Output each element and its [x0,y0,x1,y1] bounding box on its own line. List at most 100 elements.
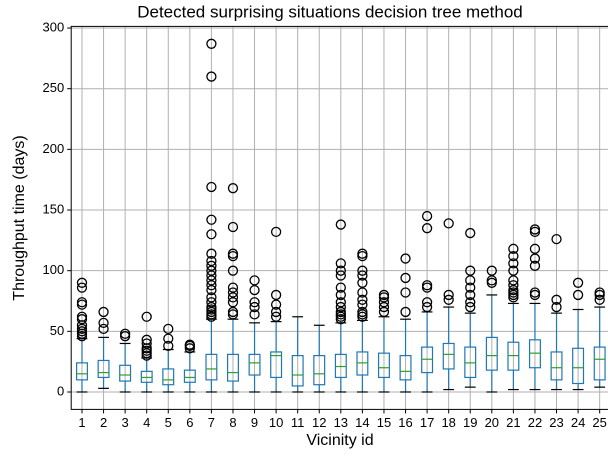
x-tick-label: 3 [122,415,129,430]
box [421,346,434,374]
flier [465,289,476,301]
flier [141,311,152,322]
flier [421,301,433,313]
flier [529,287,541,298]
x-tick-label: 11 [291,415,305,430]
y-tick-label: 0 [57,383,64,398]
flier [529,253,541,264]
y-tick-label: 100 [42,262,64,277]
flier [98,317,109,328]
flier [335,301,346,313]
flier [357,294,368,305]
flier [378,289,390,301]
box [183,369,196,383]
flier [378,306,390,318]
flier [508,265,519,276]
x-tick-label: 7 [208,415,215,430]
flier [249,301,260,313]
flier [206,275,217,286]
flier [357,277,368,288]
x-tick-label: 2 [100,415,107,430]
x-tick-label: 18 [441,415,455,430]
flier [335,258,346,269]
y-tick-label: 50 [50,323,64,338]
flier [594,294,605,305]
x-tick-label: 9 [251,415,258,430]
y-tick-label: 200 [42,141,64,156]
flier [141,338,152,349]
box [140,370,153,383]
flier [270,306,282,318]
box [464,346,477,379]
flier [400,287,411,298]
box [162,368,175,386]
flier [249,309,260,320]
flier [206,265,217,276]
box [334,353,347,379]
flier [76,277,88,288]
y-tick-label: 150 [42,201,64,216]
flier [508,250,519,262]
flier [76,297,88,308]
flier [163,323,174,335]
flier [98,323,109,335]
x-tick-label: 21 [506,415,520,430]
x-tick-label: 5 [165,415,172,430]
flier [227,248,239,259]
y-tick-label: 300 [42,19,64,34]
x-tick-label: 1 [78,415,85,430]
flier [335,282,346,293]
box [593,346,606,381]
flier [206,181,217,193]
x-tick-label: 6 [186,415,193,430]
box [205,353,218,381]
box [528,339,541,369]
box [442,342,455,370]
flier [400,253,411,264]
flier [529,243,541,254]
flier [357,265,368,276]
x-tick-label: 13 [334,415,348,430]
flier [357,306,368,318]
flier [400,272,411,284]
x-tick-label: 17 [420,415,434,430]
flier [529,224,541,235]
flier [335,265,346,276]
flier [270,289,282,301]
box [75,362,88,381]
flier [227,297,239,308]
flier [206,297,217,308]
flier [357,248,368,259]
x-tick-label: 10 [269,415,283,430]
flier [443,218,454,229]
flier [465,282,476,293]
flier [465,227,476,239]
flier [335,297,346,308]
flier [378,301,390,313]
flier [378,297,390,308]
flier [508,280,519,291]
box [377,352,390,379]
flier [508,275,519,286]
x-tick-label: 24 [571,415,585,430]
box [485,336,498,371]
flier [421,223,433,234]
flier [206,292,217,303]
flier [227,292,239,303]
flier [572,289,584,301]
x-tick-label: 4 [143,415,150,430]
x-tick-label: 25 [592,415,606,430]
flier [206,301,217,313]
box [399,354,412,381]
x-tick-label: 14 [355,415,369,430]
flier [421,297,433,308]
flier [206,280,217,291]
flier [335,289,346,301]
flier [508,243,519,254]
box [550,351,563,381]
flier [270,299,282,310]
box [356,351,369,376]
flier [421,210,433,222]
flier [335,270,346,281]
flier [76,282,88,293]
